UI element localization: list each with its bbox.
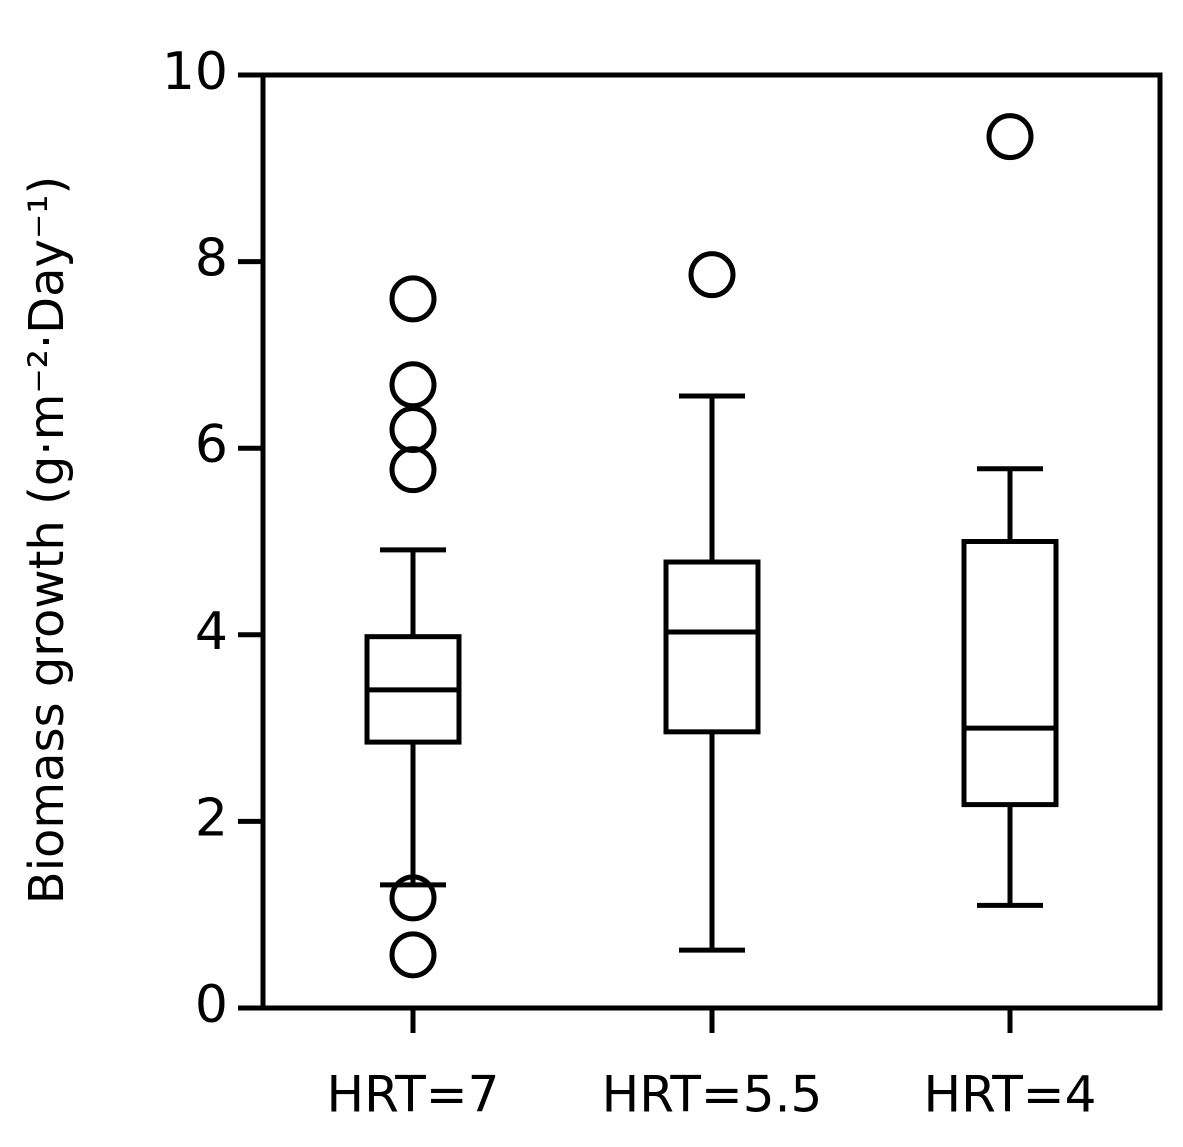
box xyxy=(961,539,1059,808)
x-tick-label: HRT=4 xyxy=(924,1066,1097,1124)
x-tick-label: HRT=5.5 xyxy=(602,1066,823,1124)
y-tick-label: 4 xyxy=(195,602,228,662)
outlier xyxy=(389,406,437,454)
outlier xyxy=(389,361,437,409)
y-tick-label: 0 xyxy=(195,975,228,1035)
y-axis-label: Biomass growth (g·m⁻²·Day⁻¹) xyxy=(19,176,75,904)
x-tick-label: HRT=7 xyxy=(327,1066,500,1124)
y-tick-label: 8 xyxy=(195,229,228,289)
outlier xyxy=(986,113,1034,161)
y-tick-label: 10 xyxy=(162,42,228,102)
y-tick-label: 6 xyxy=(195,415,228,475)
y-tick-label: 2 xyxy=(195,788,228,848)
outlier xyxy=(389,931,437,979)
outlier xyxy=(688,251,736,299)
outlier xyxy=(389,446,437,494)
outlier xyxy=(389,275,437,323)
box xyxy=(663,559,761,735)
outlier xyxy=(389,874,437,922)
